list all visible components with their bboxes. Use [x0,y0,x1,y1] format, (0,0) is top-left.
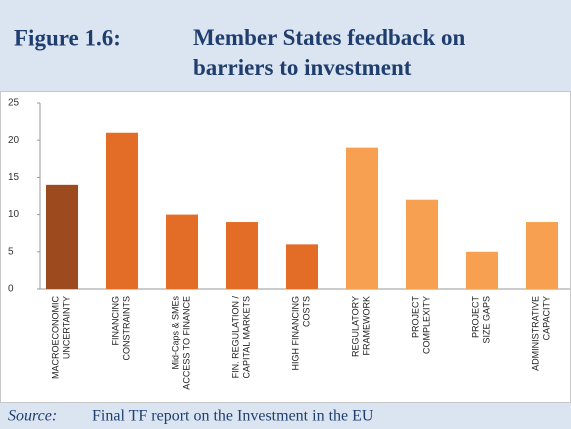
bar [106,132,138,289]
x-tick-label-group: Mid-Caps & SMEsACCESS TO FINANCE [171,296,192,390]
figure-label: Figure 1.6: [14,25,121,50]
chart-title: Member States feedback on barriers to inv… [193,25,466,80]
bar [166,214,198,289]
y-tick-label: 25 [8,98,20,109]
x-tick-label: HIGH FINANCINGCOSTS [291,296,312,371]
source-label: Source: [8,408,57,425]
x-tick-label: ADMINISTRATIVECAPACITY [531,296,552,371]
y-tick-label: 20 [8,135,20,146]
bar [226,222,258,289]
x-tick-label: Mid-Caps & SMEsACCESS TO FINANCE [171,296,192,390]
y-tick-label: 15 [8,172,20,183]
x-tick-label: FIN. REGULATION /CAPITAL MARKETS [231,296,252,379]
x-tick-label-group: MACROECONOMICUNCERTAINTY [51,296,72,380]
x-tick-label: PROJECTCOMPLEXITY [411,296,432,355]
x-tick-label: FINANCINGCONSTRAINTS [111,296,132,361]
bar [406,199,438,289]
source-box [0,403,571,429]
source: Final TF report on the Investment in the… [92,408,374,425]
x-tick-label-group: PROJECTSIZE GAPS [471,296,492,344]
x-tick-label-group: HIGH FINANCINGCOSTS [291,296,312,371]
bar [346,147,378,289]
y-tick-label: 10 [8,209,20,220]
x-tick-label-group: REGULATORYFRAMEWORK [351,296,372,357]
bar [466,251,498,289]
x-tick-label: PROJECTSIZE GAPS [471,296,492,344]
x-tick-label: MACROECONOMICUNCERTAINTY [51,296,72,380]
x-tick-label-group: PROJECTCOMPLEXITY [411,296,432,355]
bar [526,222,558,289]
y-tick-label: 5 [8,246,14,257]
title-box [0,0,571,91]
bar [46,184,78,289]
x-tick-label-group: FIN. REGULATION /CAPITAL MARKETS [231,296,252,379]
x-tick-label-group: FINANCINGCONSTRAINTS [111,296,132,361]
x-tick-label-group: ADMINISTRATIVECAPACITY [531,296,552,371]
y-tick-label: 0 [8,284,14,295]
chart-area [0,91,571,403]
bar [286,244,318,289]
x-tick-label: REGULATORYFRAMEWORK [351,296,372,357]
